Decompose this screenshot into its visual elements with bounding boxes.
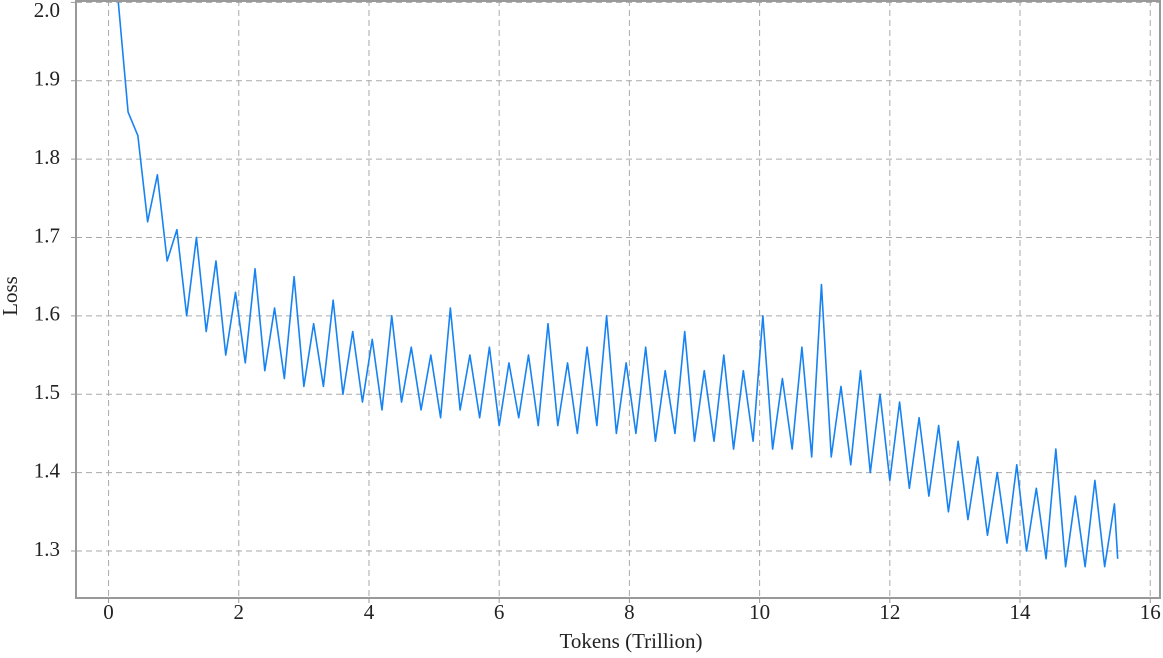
x-tick-label: 16 (1140, 600, 1161, 624)
y-tick-label: 1.8 (34, 145, 60, 169)
x-axis-label: Tokens (Trillion) (559, 629, 702, 653)
x-tick-label: 4 (364, 600, 375, 624)
y-tick-label: 1.3 (34, 537, 60, 561)
y-tick-label: 1.4 (34, 458, 61, 482)
x-tick-label: 10 (749, 600, 770, 624)
x-tick-label: 0 (103, 600, 114, 624)
x-tick-label: 12 (879, 600, 900, 624)
x-tick-label: 6 (494, 600, 505, 624)
x-tick-label: 8 (624, 600, 635, 624)
y-tick-label: 1.9 (34, 67, 60, 91)
y-tick-label: 1.6 (34, 302, 60, 326)
loss-line (117, 2, 1119, 568)
x-tick-label: 2 (234, 600, 245, 624)
x-tick-label: 14 (1010, 600, 1032, 624)
plot-frame (75, 0, 1161, 599)
y-tick-label: 1.5 (34, 380, 60, 404)
y-tick-label: 2.0 (34, 0, 60, 22)
y-axis-label: Loss (0, 276, 22, 316)
y-tick-label: 1.7 (34, 223, 60, 247)
